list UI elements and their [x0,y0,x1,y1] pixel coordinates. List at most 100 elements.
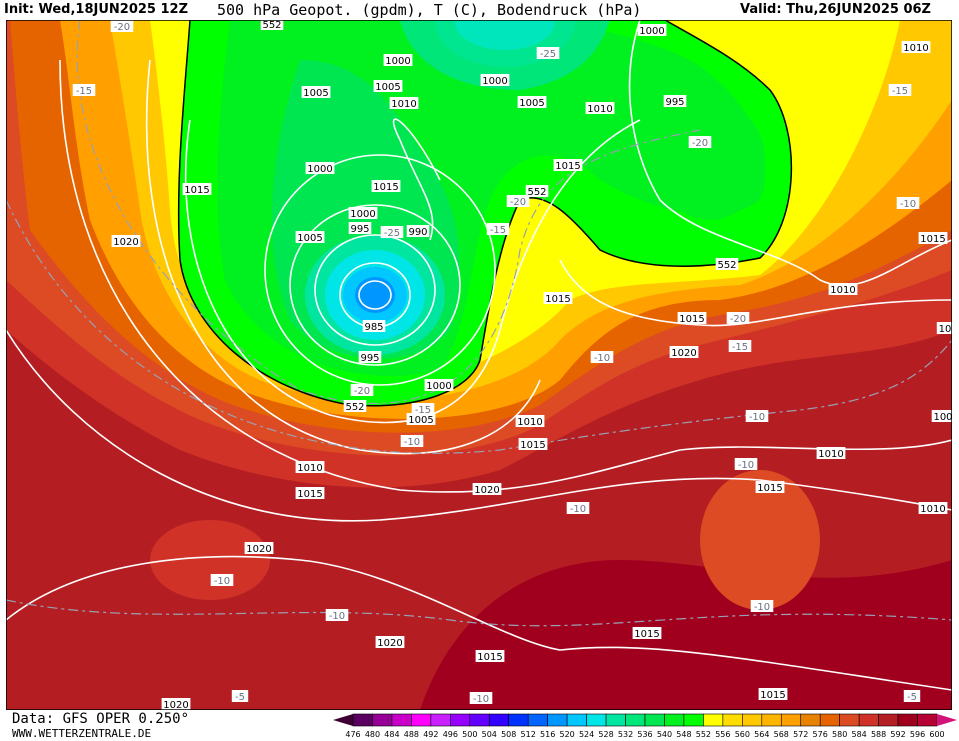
colorbar-label: 520 [559,730,575,739]
svg-text:-10: -10 [404,437,420,448]
svg-text:1010: 1010 [818,449,843,460]
svg-text:1020: 1020 [163,700,188,710]
colorbar-label: 580 [832,730,848,739]
colorbar-label: 548 [676,730,692,739]
pressure-label: 1000 [305,162,335,175]
pressure-label: 1010 [295,461,325,474]
data-source: Data: GFS OPER 0.250° [12,711,190,727]
colorbar-label: 484 [384,730,400,739]
svg-text:1015: 1015 [520,440,545,451]
svg-text:-20: -20 [354,386,370,397]
pressure-label: 1020 [472,483,502,496]
svg-text:1000: 1000 [307,164,332,175]
svg-text:-25: -25 [540,49,556,60]
colorbar-label: 568 [773,730,789,739]
colorbar-label: 588 [870,730,887,739]
svg-text:1010: 1010 [920,504,945,515]
colorbar-label: 524 [578,730,595,739]
svg-text:552: 552 [262,20,281,31]
temperature-label: -5 [903,690,921,703]
pressure-label: 1010 [816,447,846,460]
valid-time: Valid: Thu,26JUN2025 06Z [740,2,931,17]
svg-text:1005: 1005 [408,415,433,426]
colorbar-label: 528 [598,730,614,739]
temperature-label: -20 [726,312,750,325]
svg-text:1020: 1020 [474,485,499,496]
colorbar-label: 480 [364,730,381,739]
svg-text:-20: -20 [114,22,130,33]
field-584-blob [700,470,820,610]
pressure-label: 1000 [424,379,454,392]
temperature-label: -10 [325,609,349,622]
website-link[interactable]: WWW.WETTERZENTRALE.DE [12,727,152,740]
pressure-label: 1020 [244,542,274,555]
svg-text:552: 552 [345,402,364,413]
temperature-label: -20 [110,20,134,33]
temperature-label: -15 [728,340,752,353]
svg-text:1000: 1000 [639,26,664,37]
colorbar-swatch [761,713,782,727]
colorbar-label: 516 [540,730,556,739]
field-584-blob [150,520,270,600]
pressure-label: 1010 [901,41,931,54]
svg-text:1010: 1010 [903,43,928,54]
pressure-label: 1015 [295,487,325,500]
svg-text:1015: 1015 [184,185,209,196]
temperature-label: -20 [506,195,530,208]
temperature-label: -15 [888,84,912,97]
svg-text:1015: 1015 [760,690,785,701]
temperature-label: -15 [411,403,435,416]
colorbar-swatch [352,713,373,727]
colorbar-label: 596 [909,730,926,739]
temperature-label: -15 [486,223,510,236]
svg-text:1015: 1015 [920,234,945,245]
pressure-label: 552 [260,20,284,31]
svg-text:1015: 1015 [634,629,659,640]
map-title: 500 hPa Geopot. (gpdm), T (C), Bodendruc… [217,1,642,19]
colorbar-label: 572 [793,730,809,739]
pressure-label: 1020 [669,346,699,359]
pressure-label: 100 [931,410,952,423]
pressure-label: 1015 [371,180,401,193]
pressure-label: 1005 [517,96,547,109]
pressure-label: 1010 [585,102,615,115]
pressure-label: 552 [525,185,549,198]
pressure-label: 1005 [295,231,325,244]
svg-text:100: 100 [933,412,952,423]
colorbar-low-arrow [333,714,353,726]
colorbar-swatch [508,713,529,727]
colorbar-label: 476 [345,730,361,739]
svg-text:1020: 1020 [113,237,138,248]
svg-text:990: 990 [408,227,427,238]
svg-text:-20: -20 [510,197,526,208]
pressure-label: 1015 [475,650,505,663]
pressure-label: 1015 [677,312,707,325]
colorbar-label: 532 [617,730,634,739]
pressure-label: 1020 [111,235,141,248]
pressure-label: 1010 [515,415,545,428]
colorbar-swatch [450,713,471,727]
svg-text:1015: 1015 [679,314,704,325]
colorbar-swatch [391,713,412,727]
pressure-label: 1015 [755,481,785,494]
svg-text:1005: 1005 [303,88,328,99]
pressure-label: 995 [358,351,382,364]
pressure-label: 1015 [543,292,573,305]
temperature-isotherms [6,20,952,627]
colorbar-swatch [839,713,860,727]
colorbar-label: 512 [520,730,536,739]
colorbar-swatch [664,713,685,727]
svg-text:1010: 1010 [391,99,416,110]
header: Init: Wed,18JUN2025 12Z 500 hPa Geopot. … [0,0,959,20]
pressure-label: 1015 [918,232,948,245]
svg-text:1020: 1020 [671,348,696,359]
svg-text:-5: -5 [235,692,245,703]
pressure-label: 995 [348,222,372,235]
svg-text:-10: -10 [900,199,916,210]
init-time: Init: Wed,18JUN2025 12Z [4,2,189,17]
field-516 [355,277,395,313]
svg-text:1010: 1010 [297,463,322,474]
colorbar-swatch [605,713,626,727]
svg-text:552: 552 [717,260,736,271]
svg-text:-10: -10 [749,412,765,423]
